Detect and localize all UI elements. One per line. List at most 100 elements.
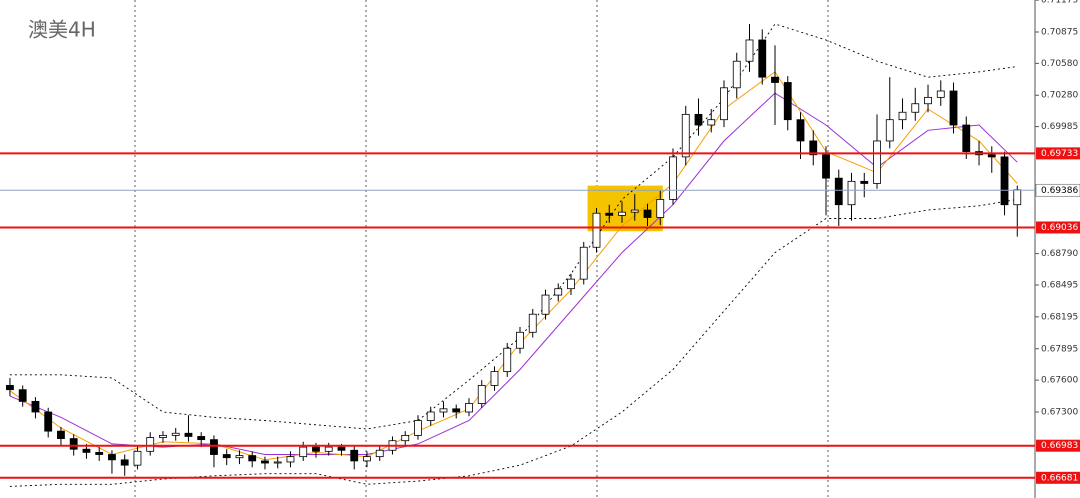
candle-body — [541, 294, 550, 315]
candle-body — [847, 180, 856, 206]
chart-title: 澳美4H — [28, 18, 96, 42]
candle-body — [31, 400, 40, 413]
candle-body — [159, 434, 167, 438]
y-tick-label: 0.70580 — [1041, 59, 1078, 69]
candle-body — [426, 411, 435, 421]
y-tick-label: 0.69985 — [1041, 122, 1078, 132]
candle-body — [503, 347, 512, 373]
candle-body — [184, 432, 193, 437]
candle-body — [643, 209, 652, 218]
candle-body — [860, 180, 869, 184]
candle-body — [809, 140, 818, 156]
candle-body — [146, 437, 155, 452]
candle-body — [987, 154, 996, 158]
candle-body — [732, 60, 741, 89]
candle-body — [669, 156, 677, 200]
candle-body — [401, 434, 410, 442]
y-tick-label: 0.68195 — [1041, 312, 1078, 322]
level-label: 0.69733 — [1041, 149, 1078, 159]
candle-body — [222, 454, 231, 459]
y-tick-label: 0.71175 — [1041, 0, 1078, 6]
candle-body — [898, 111, 907, 121]
candle-body — [694, 113, 703, 126]
level-label-box — [1036, 439, 1080, 452]
candle-body — [363, 456, 371, 462]
candle-body — [516, 331, 524, 349]
candle-body — [745, 39, 754, 62]
candle-body — [681, 113, 690, 158]
y-tick-label: 0.68790 — [1041, 249, 1078, 259]
candle-body — [350, 449, 359, 462]
candle-body — [197, 436, 206, 441]
level-label: 0.69036 — [1041, 223, 1078, 233]
candle-body — [248, 455, 257, 462]
candle-body — [465, 403, 473, 413]
candle-body — [873, 140, 881, 184]
candle-body — [528, 313, 537, 333]
candle-body — [57, 430, 65, 439]
candle-body — [962, 124, 971, 152]
y-tick-label: 0.67600 — [1041, 376, 1078, 386]
candle-body — [95, 451, 104, 455]
candle-body — [6, 385, 14, 391]
level-label: 0.66681 — [1041, 473, 1078, 483]
y-tick-label: 0.67300 — [1041, 408, 1078, 418]
candle-body — [834, 177, 843, 206]
candle-body — [414, 420, 422, 436]
candle-body — [936, 90, 945, 98]
candle-body — [133, 450, 142, 466]
level-label-box — [1036, 221, 1080, 234]
candle-body — [796, 119, 805, 142]
candle-body — [210, 439, 218, 455]
candle-body — [885, 119, 894, 142]
candle-body — [452, 408, 461, 413]
candle-body — [656, 199, 665, 218]
level-label-box — [1036, 471, 1080, 484]
candle-body — [18, 389, 27, 402]
candle-body — [579, 246, 588, 280]
candle-body — [82, 448, 91, 453]
candle-body — [567, 278, 575, 290]
candle-body — [949, 90, 958, 126]
candle-body — [758, 39, 767, 78]
candle-body — [618, 211, 626, 216]
candle-body — [911, 103, 920, 113]
candle-body — [44, 411, 53, 432]
candle-body — [707, 119, 716, 126]
candle-body — [108, 454, 116, 461]
last-price-label: 0.69386 — [1041, 186, 1078, 196]
candle-body — [490, 371, 499, 386]
candle-body — [771, 76, 779, 83]
candle-body — [477, 385, 486, 404]
last-price-box — [1035, 183, 1080, 197]
candle-body — [592, 212, 601, 248]
candle-body — [375, 449, 384, 458]
y-tick-label: 0.67895 — [1041, 344, 1078, 354]
candle-body — [69, 438, 78, 450]
candle-body — [312, 446, 320, 452]
candle-body — [235, 455, 244, 459]
y-tick-label: 0.70875 — [1041, 27, 1078, 37]
candle-body — [822, 154, 830, 179]
y-tick-label: 0.68495 — [1041, 280, 1078, 290]
candle-body — [924, 96, 932, 105]
candle-body — [171, 432, 180, 436]
candle-body — [720, 87, 728, 121]
level-label: 0.66983 — [1041, 441, 1078, 451]
candle-body — [605, 212, 614, 216]
candle-body — [630, 209, 639, 213]
candle-body — [783, 82, 792, 121]
candle-body — [299, 446, 308, 458]
candle-body — [439, 408, 448, 413]
level-label-box — [1036, 147, 1080, 160]
candle-body — [1000, 156, 1009, 206]
candle-body — [1013, 189, 1022, 206]
candle-body — [261, 460, 269, 464]
candle-body — [273, 461, 282, 464]
candle-body — [120, 459, 129, 466]
y-tick-label: 0.70280 — [1041, 91, 1078, 101]
candle-body — [286, 456, 295, 463]
